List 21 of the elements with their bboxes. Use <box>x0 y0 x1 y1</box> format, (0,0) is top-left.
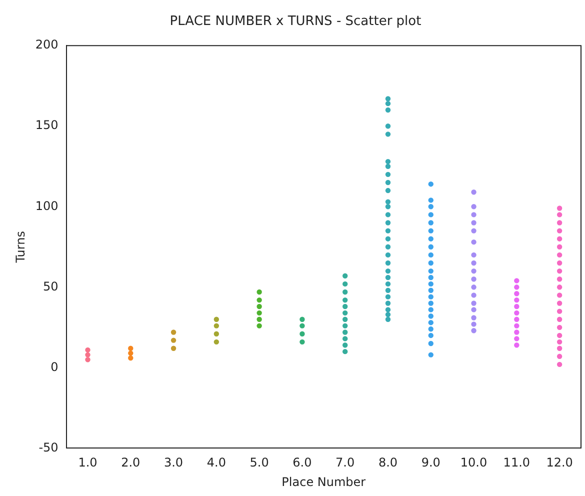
x-tick-label: 11.0 <box>503 456 530 470</box>
y-tick-label: -50 <box>38 440 58 454</box>
x-tick-label: 3.0 <box>164 456 184 470</box>
x-tick-label: 7.0 <box>336 456 355 470</box>
x-tick-label: 9.0 <box>421 456 440 470</box>
x-tick-label: 12.0 <box>546 456 573 470</box>
y-tick-label: 0 <box>50 360 58 374</box>
x-tick-label: 8.0 <box>378 456 398 470</box>
y-tick-label: 100 <box>35 198 58 213</box>
x-tick-label: 5.0 <box>250 456 269 470</box>
x-tick-label: 2.0 <box>121 456 140 470</box>
x-tick-label: 1.0 <box>78 456 98 470</box>
y-tick-label: 150 <box>35 118 58 132</box>
chart-title: PLACE NUMBER x TURNS - Scatter plot <box>170 14 422 30</box>
y-axis-title: Turns <box>13 231 28 264</box>
x-tick-label: 10.0 <box>460 456 488 470</box>
y-tick-label: 50 <box>43 279 58 294</box>
x-axis-title: Place Number <box>282 474 366 489</box>
x-tick-label: 6.0 <box>292 456 312 470</box>
y-tick-label: 200 <box>35 38 58 52</box>
x-tick-label: 4.0 <box>206 456 226 470</box>
